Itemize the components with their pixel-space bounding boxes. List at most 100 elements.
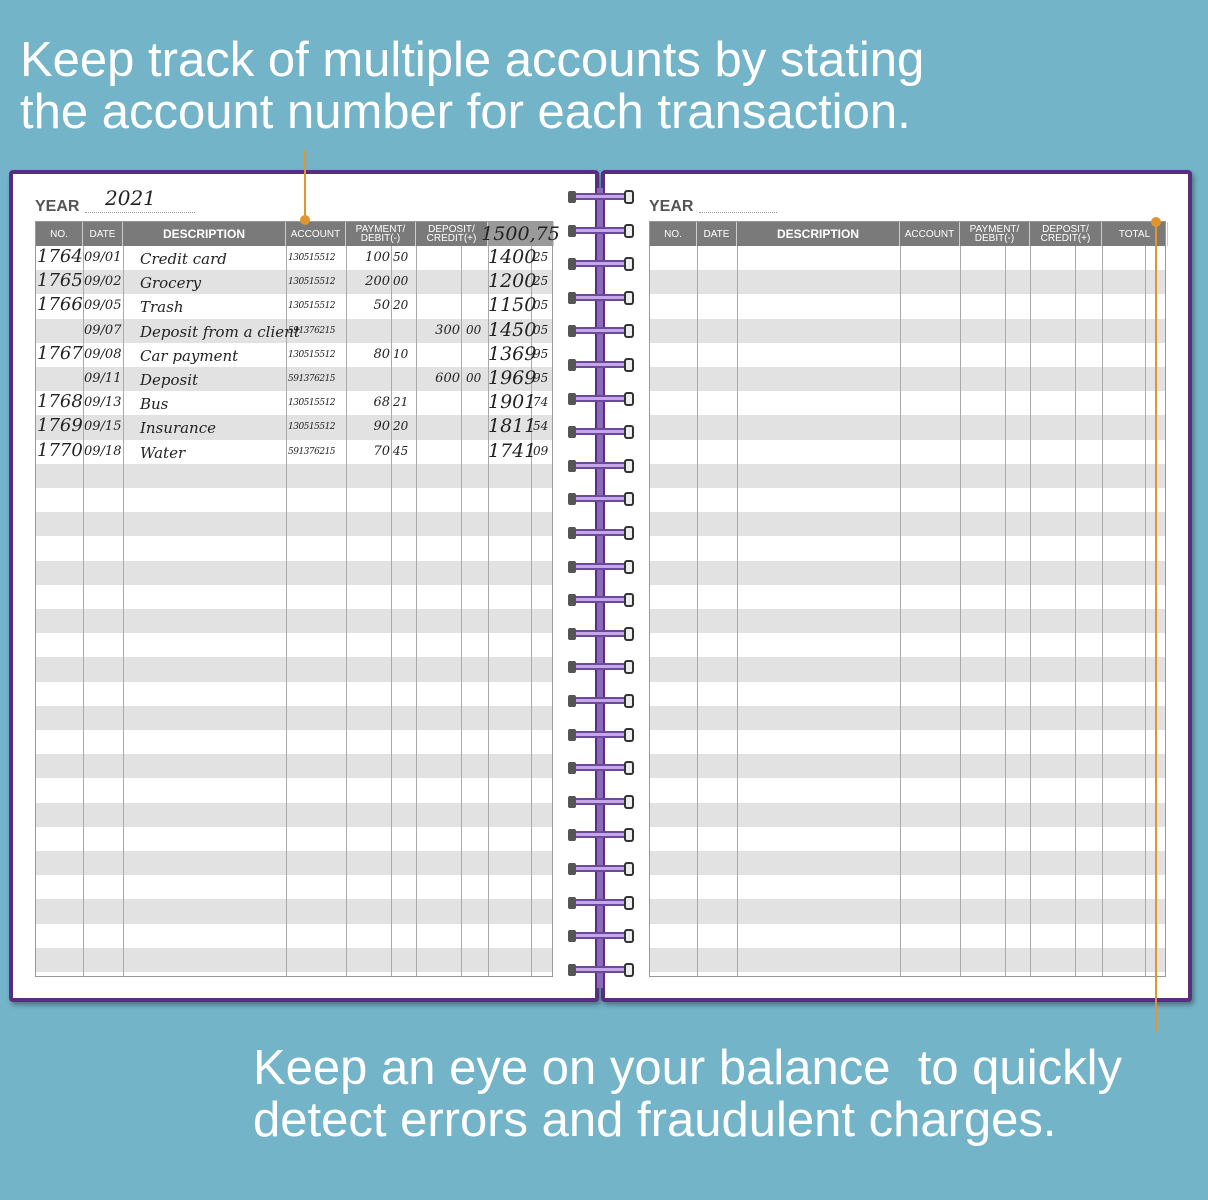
spiral-ring xyxy=(568,188,638,206)
table-row xyxy=(650,609,1165,634)
table-row xyxy=(650,463,1165,488)
spine xyxy=(597,188,603,988)
table-row xyxy=(36,924,552,948)
column-divider xyxy=(346,222,347,976)
ring-clip xyxy=(624,626,634,641)
ring-clip xyxy=(624,391,634,406)
table-row xyxy=(650,391,1165,415)
entry-date: 09/18 xyxy=(84,443,122,459)
spiral-ring xyxy=(568,255,638,273)
ring-clip xyxy=(624,358,634,372)
entry-account: 591376215 xyxy=(288,374,336,384)
ring-hole xyxy=(568,930,576,943)
table-row xyxy=(650,488,1165,512)
table-row xyxy=(36,899,552,924)
spiral-ring xyxy=(568,222,638,240)
cents-divider xyxy=(1075,246,1076,976)
table-row xyxy=(650,657,1165,682)
header-total: TOTAL xyxy=(1102,222,1168,246)
table-row xyxy=(650,924,1165,948)
entry-payment-cents: 50 xyxy=(393,250,409,264)
entry-description: Deposit xyxy=(140,371,199,389)
ring-hole xyxy=(568,224,576,237)
column-divider xyxy=(416,222,417,976)
callout-line-total xyxy=(1155,222,1157,1032)
spiral-ring xyxy=(568,625,638,643)
ring-clip xyxy=(624,492,634,507)
entry-account: 591376215 xyxy=(288,325,336,336)
table-row xyxy=(650,778,1165,802)
entry-total-cents: 95 xyxy=(533,371,549,385)
entry-payment: 200 xyxy=(365,274,390,290)
cents-divider xyxy=(1005,246,1006,976)
entry-payment: 80 xyxy=(373,346,390,362)
entry-total-cents: 05 xyxy=(533,298,549,313)
cents-divider xyxy=(391,246,392,976)
ring-clip xyxy=(624,425,634,440)
ring-clip xyxy=(624,458,634,473)
table-row xyxy=(36,318,552,343)
column-divider xyxy=(83,222,84,976)
entry-payment: 68 xyxy=(373,395,390,411)
entry-date: 09/07 xyxy=(84,322,122,338)
ring-hole xyxy=(568,426,576,439)
spiral-ring xyxy=(568,658,638,676)
header-account: ACCOUNT xyxy=(286,222,346,246)
callout-line-account xyxy=(304,150,306,220)
header-deposit: DEPOSIT/ CREDIT(+) xyxy=(1030,222,1102,246)
cents-divider xyxy=(531,246,532,976)
entry-total: 1969 xyxy=(488,367,537,389)
ring-hole xyxy=(568,493,576,506)
entry-no: 1766 xyxy=(37,294,83,316)
ring-hole xyxy=(568,258,576,271)
entry-total: 1901 xyxy=(488,391,537,414)
ring-hole xyxy=(568,896,576,909)
column-divider xyxy=(123,222,124,976)
ring-hole xyxy=(568,695,576,707)
year-label: YEAR xyxy=(35,198,80,215)
spiral-ring xyxy=(568,793,638,811)
table-row xyxy=(650,415,1165,440)
table-row xyxy=(36,730,552,754)
entry-no: 1764 xyxy=(37,246,83,267)
cents-divider xyxy=(461,246,462,976)
entry-payment: 90 xyxy=(373,419,390,435)
column-divider xyxy=(488,222,489,976)
spiral-ring xyxy=(568,726,638,744)
year-label: YEAR xyxy=(649,198,694,215)
entry-account: 130515512 xyxy=(288,301,336,312)
ring-hole xyxy=(568,728,576,741)
table-row xyxy=(36,270,552,295)
ring-hole xyxy=(568,627,576,640)
table-row xyxy=(36,705,552,730)
ring-hole xyxy=(568,527,576,539)
table-row xyxy=(650,827,1165,851)
spiral-ring xyxy=(568,490,638,508)
ring-clip xyxy=(624,794,634,809)
spiral-ring xyxy=(568,289,638,307)
entry-total: 1741 xyxy=(488,439,537,462)
spiral-ring xyxy=(568,826,638,844)
entry-total: 1200 xyxy=(488,270,537,293)
entry-description: Insurance xyxy=(140,419,216,438)
table-row xyxy=(36,754,552,779)
entry-total-cents: 54 xyxy=(533,419,549,434)
entry-date: 09/02 xyxy=(84,274,122,290)
ring-hole xyxy=(568,661,576,674)
table-row xyxy=(650,318,1165,343)
spiral-ring xyxy=(568,390,638,408)
top-caption: Keep track of multiple accounts by stati… xyxy=(20,33,925,139)
table-row xyxy=(650,246,1165,270)
ring-clip xyxy=(624,190,634,204)
entry-deposit-cents: 00 xyxy=(466,322,482,337)
column-divider xyxy=(960,222,961,976)
callout-dot-total xyxy=(1151,217,1161,227)
entry-deposit-cents: 00 xyxy=(466,371,482,385)
column-divider xyxy=(697,222,698,976)
table-row xyxy=(36,657,552,682)
ring-hole xyxy=(568,459,576,472)
spiral-ring xyxy=(568,894,638,912)
table-row xyxy=(650,512,1165,537)
spiral-ring xyxy=(568,927,638,945)
entry-date: 09/11 xyxy=(84,371,122,386)
